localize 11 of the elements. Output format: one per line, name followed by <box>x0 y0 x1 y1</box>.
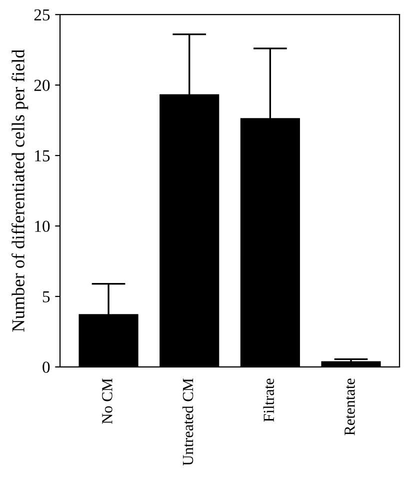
y-tick-label: 5 <box>42 291 50 302</box>
x-tick-label: No CM <box>102 378 112 424</box>
x-tick-label: Untreated CM <box>182 378 194 466</box>
y-tick-label: 0 <box>42 362 50 373</box>
x-tick-label: Retentate <box>344 378 355 436</box>
y-tick-label: 20 <box>34 80 50 91</box>
y-tick-label: 10 <box>35 220 50 232</box>
y-tick-label: 15 <box>35 150 50 162</box>
y-axis-title: Number of differentiated cells per field <box>12 50 28 332</box>
y-tick-label: 25 <box>34 9 50 21</box>
x-tick-label: Filtrate <box>263 378 274 422</box>
